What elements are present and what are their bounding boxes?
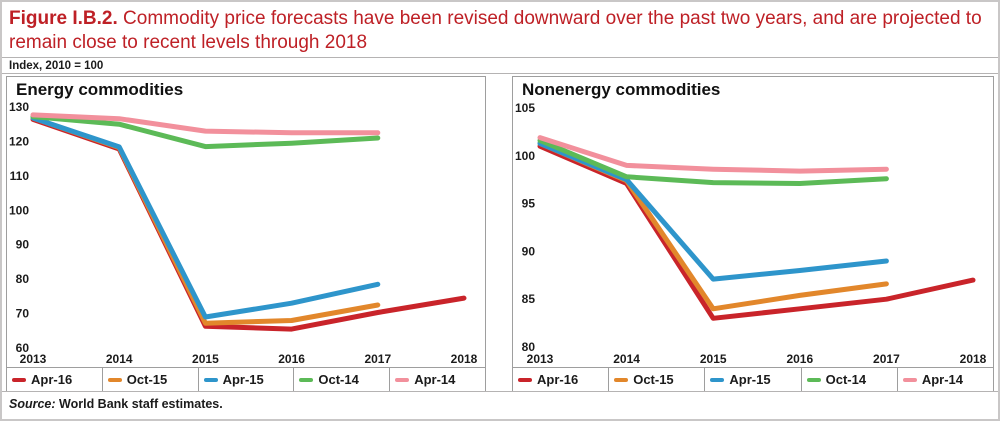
x-axis-tick: 2018 xyxy=(451,352,478,366)
legend-label: Oct-15 xyxy=(633,372,674,387)
x-axis-tick: 2013 xyxy=(527,352,554,366)
legend-swatch-icon xyxy=(806,377,821,382)
energy-panel: Energy commodities 130 120 110 100 90 80 70 60 2… xyxy=(6,76,486,368)
legend-item-apr-16: Apr-16 xyxy=(7,368,103,391)
legend-item-oct-14: Oct-14 xyxy=(802,368,898,391)
legend-label: Apr-14 xyxy=(414,372,456,387)
x-axis-tick: 2015 xyxy=(700,352,727,366)
legend-label: Apr-16 xyxy=(537,372,579,387)
y-axis-tick: 85 xyxy=(522,292,536,306)
energy-legend: Apr-16 Oct-15 Apr-15 Oct-14 Apr-14 xyxy=(6,367,486,392)
series-line-apr-16 xyxy=(30,116,467,332)
x-axis-tick: 2013 xyxy=(20,352,47,366)
x-axis-tick: 2016 xyxy=(278,352,305,366)
legend-swatch-icon xyxy=(12,377,26,382)
x-axis-tick: 2015 xyxy=(192,352,219,366)
nonenergy-panel: Nonenergy commodities 105 100 95 90 85 80 2013… xyxy=(512,76,994,368)
legend-label: Apr-16 xyxy=(31,372,73,387)
legend-label: Oct-15 xyxy=(126,372,168,387)
figure-caption: Commodity price forecasts have been revi… xyxy=(9,8,982,53)
nonenergy-legend: Apr-16 Oct-15 Apr-15 Oct-14 Apr-14 xyxy=(512,367,994,392)
legend-item-oct-15: Oct-15 xyxy=(103,368,199,391)
legend-label: Oct-14 xyxy=(318,372,359,387)
y-axis-tick: 100 xyxy=(515,149,535,163)
source-label: Source: xyxy=(9,397,56,411)
legend-swatch-icon xyxy=(518,377,532,382)
index-note: Index, 2010 = 100 xyxy=(2,58,998,74)
series-line-oct-14 xyxy=(537,138,889,186)
source-note: Source: World Bank staff estimates. xyxy=(2,391,998,419)
legend-label: Apr-14 xyxy=(921,372,963,387)
legend-item-apr-16: Apr-16 xyxy=(513,368,610,391)
series-line-apr-15 xyxy=(537,140,889,282)
x-axis-tick: 2016 xyxy=(786,352,813,366)
figure-title: Figure I.B.2. Commodity price forecasts … xyxy=(2,2,998,58)
y-axis-tick: 70 xyxy=(16,307,30,321)
legend-swatch-icon xyxy=(299,377,314,382)
series-line-apr-15 xyxy=(30,115,381,320)
legend-item-apr-15: Apr-15 xyxy=(705,368,802,391)
y-axis-tick: 100 xyxy=(9,203,29,217)
y-axis-tick: 105 xyxy=(515,101,535,115)
y-axis-tick: 60 xyxy=(16,341,30,355)
x-axis-tick: 2017 xyxy=(873,352,900,366)
y-axis-tick: 80 xyxy=(522,340,536,354)
series-line-apr-16 xyxy=(537,143,976,321)
legend-swatch-icon xyxy=(710,377,725,382)
energy-panel-title: Energy commodities xyxy=(16,80,184,99)
y-axis-tick: 90 xyxy=(522,244,536,258)
legend-item-oct-14: Oct-14 xyxy=(294,368,391,391)
y-axis-tick: 110 xyxy=(10,169,30,183)
source-text: World Bank staff estimates. xyxy=(59,397,223,411)
x-axis-tick: 2017 xyxy=(364,352,391,366)
legend-item-oct-15: Oct-15 xyxy=(609,368,706,391)
legend-label: Apr-15 xyxy=(729,372,771,387)
y-axis-tick: 120 xyxy=(9,134,29,148)
y-axis-tick: 95 xyxy=(522,197,536,211)
y-axis-tick: 90 xyxy=(16,238,30,252)
legend-item-apr-14: Apr-14 xyxy=(898,368,993,391)
legend-swatch-icon xyxy=(107,377,122,382)
legend-swatch-icon xyxy=(203,377,218,382)
x-axis-tick: 2014 xyxy=(106,352,133,366)
y-axis-tick: 130 xyxy=(9,101,29,114)
x-axis-tick: 2014 xyxy=(613,352,640,366)
legend-label: Oct-14 xyxy=(825,372,867,387)
figure-label: Figure I.B.2. xyxy=(9,8,118,29)
legend-swatch-icon xyxy=(614,377,629,382)
nonenergy-panel-title: Nonenergy commodities xyxy=(522,80,721,99)
legend-swatch-icon xyxy=(395,377,410,382)
y-axis-tick: 80 xyxy=(16,272,30,286)
legend-label: Apr-15 xyxy=(222,372,264,387)
series-line-apr-14 xyxy=(30,112,381,136)
legend-item-apr-14: Apr-14 xyxy=(390,368,485,391)
series-line-oct-14 xyxy=(30,114,381,150)
legend-swatch-icon xyxy=(902,377,917,382)
x-axis-tick: 2018 xyxy=(960,352,987,366)
series-line-apr-14 xyxy=(537,135,889,174)
legend-item-apr-15: Apr-15 xyxy=(199,368,295,391)
